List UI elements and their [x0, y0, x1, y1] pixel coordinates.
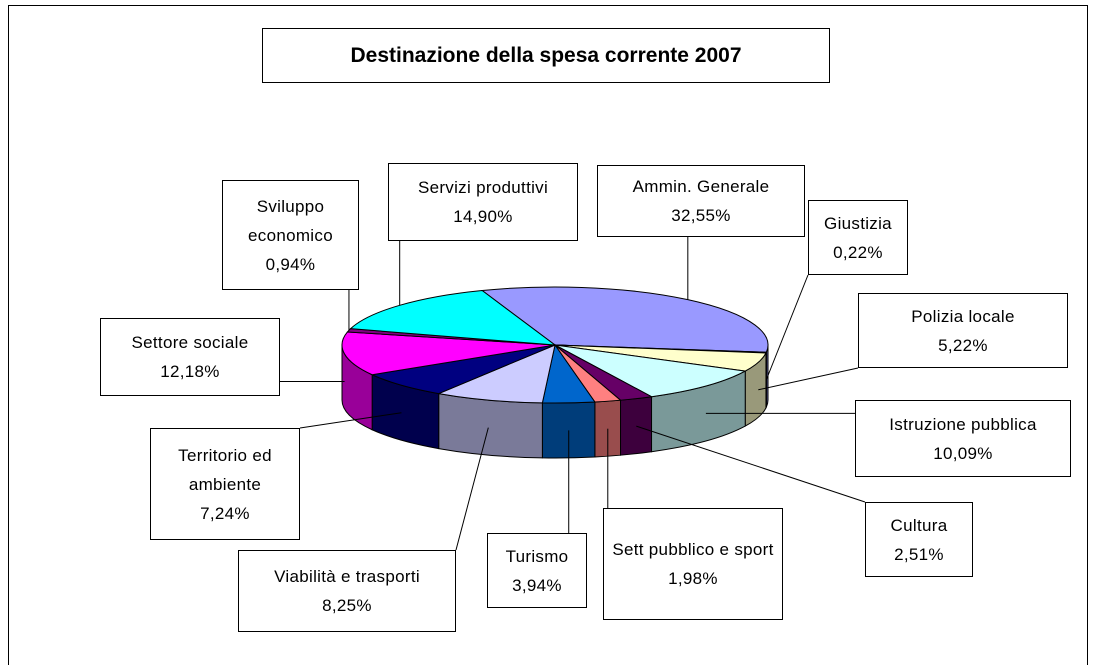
leader-line	[758, 368, 858, 390]
label-value: 3,94%	[494, 571, 580, 600]
label-name: Territorio ed ambiente	[157, 441, 293, 499]
label-name: Ammin. Generale	[604, 172, 798, 201]
label-name: Istruzione pubblica	[862, 410, 1064, 439]
label-value: 0,22%	[815, 238, 901, 267]
leader-line	[636, 426, 865, 502]
label-value: 32,55%	[604, 201, 798, 230]
leader-line	[766, 275, 808, 380]
slice-side	[439, 394, 543, 458]
label-name: Polizia locale	[865, 302, 1061, 331]
label-value: 10,09%	[862, 439, 1064, 468]
label-name: Turismo	[494, 542, 580, 571]
label-value: 12,18%	[107, 357, 273, 386]
label-value: 1,98%	[610, 564, 776, 593]
chart-title: Destinazione della spesa corrente 2007	[262, 28, 830, 83]
label-value: 2,51%	[872, 540, 966, 569]
label-name: Cultura	[872, 511, 966, 540]
label-value: 0,94%	[229, 250, 352, 279]
label-value: 14,90%	[395, 202, 571, 231]
label-name: Settore sociale	[107, 328, 273, 357]
label-value: 5,22%	[865, 331, 1061, 360]
label-name: Giustizia	[815, 209, 901, 238]
slice-side	[621, 397, 652, 455]
label-name: Servizi produttivi	[395, 173, 571, 202]
label-name: Sviluppo economico	[229, 192, 352, 250]
label-value: 8,25%	[245, 591, 449, 620]
label-value: 7,24%	[157, 499, 293, 528]
label-name: Sett pubblico e sport	[610, 535, 776, 564]
label-name: Viabilità e trasporti	[245, 562, 449, 591]
